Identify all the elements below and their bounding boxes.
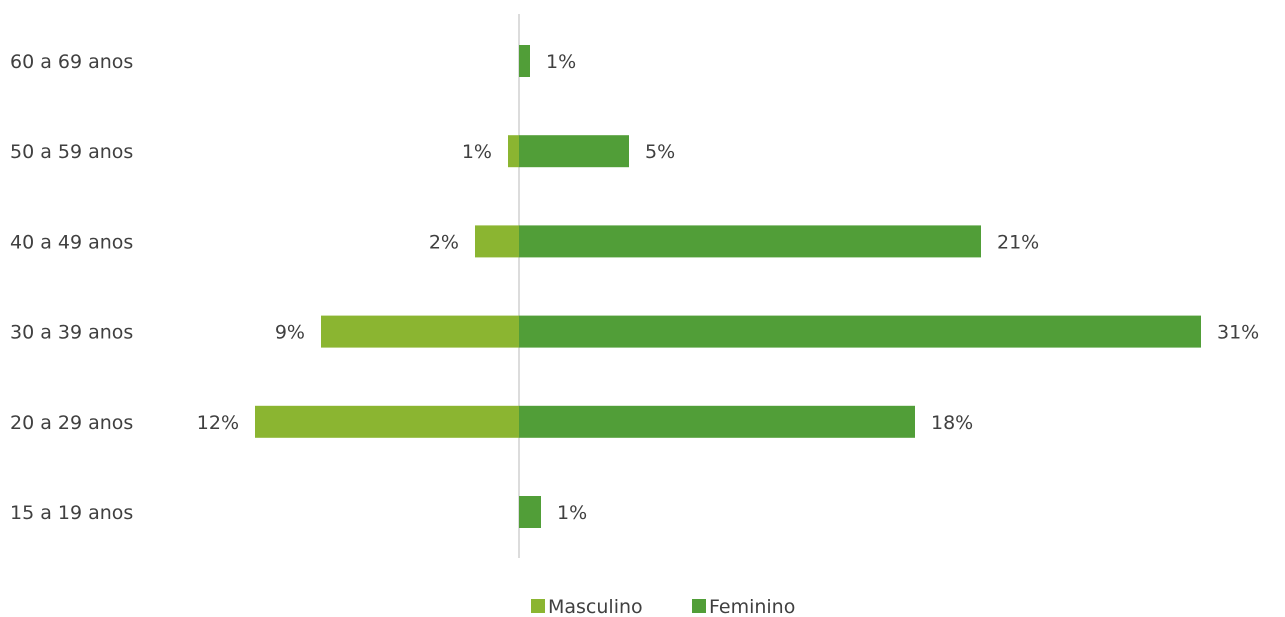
legend-label-feminino: Feminino bbox=[709, 596, 795, 617]
category-label-40-a-49-anos: 40 a 49 anos bbox=[10, 231, 133, 253]
bars bbox=[255, 45, 1201, 528]
bar-feminino-50-a-59-anos bbox=[519, 135, 629, 168]
bar-masculino-40-a-49-anos bbox=[475, 225, 519, 258]
bar-feminino-60-a-69-anos bbox=[519, 45, 530, 77]
value-label-masculino-40-a-49-anos: 2% bbox=[429, 231, 459, 253]
legend: Masculino Feminino bbox=[531, 596, 795, 617]
value-label-masculino-20-a-29-anos: 12% bbox=[197, 412, 239, 434]
category-labels: 60 a 69 anos 50 a 59 anos 40 a 49 anos 30 a… bbox=[10, 51, 133, 524]
bar-feminino-15-a-19-anos bbox=[519, 496, 541, 528]
value-label-feminino-30-a-39-anos: 31% bbox=[1217, 322, 1259, 344]
category-label-30-a-39-anos: 30 a 39 anos bbox=[10, 322, 133, 344]
bar-feminino-20-a-29-anos bbox=[519, 405, 915, 438]
value-label-masculino-30-a-39-anos: 9% bbox=[275, 322, 305, 344]
value-label-feminino-60-a-69-anos: 1% bbox=[546, 51, 576, 73]
category-label-20-a-29-anos: 20 a 29 anos bbox=[10, 412, 133, 434]
value-label-feminino-15-a-19-anos: 1% bbox=[557, 502, 587, 524]
category-label-15-a-19-anos: 15 a 19 anos bbox=[10, 502, 133, 524]
legend-label-masculino: Masculino bbox=[548, 596, 643, 617]
value-label-feminino-40-a-49-anos: 21% bbox=[997, 231, 1039, 253]
bar-masculino-30-a-39-anos bbox=[321, 315, 519, 348]
bar-feminino-30-a-39-anos bbox=[519, 315, 1201, 348]
legend-swatch-masculino bbox=[531, 599, 545, 613]
value-labels: 1% 1% 5% 2% 21% 9% 31% 12% 18% 1% bbox=[197, 51, 1259, 524]
bar-masculino-50-a-59-anos bbox=[508, 135, 519, 168]
bar-feminino-40-a-49-anos bbox=[519, 225, 981, 258]
value-label-feminino-50-a-59-anos: 5% bbox=[645, 141, 675, 163]
legend-swatch-feminino bbox=[692, 599, 706, 613]
value-label-masculino-50-a-59-anos: 1% bbox=[462, 141, 492, 163]
value-label-feminino-20-a-29-anos: 18% bbox=[931, 412, 973, 434]
category-label-60-a-69-anos: 60 a 69 anos bbox=[10, 51, 133, 73]
bar-masculino-20-a-29-anos bbox=[255, 405, 519, 438]
category-label-50-a-59-anos: 50 a 59 anos bbox=[10, 141, 133, 163]
